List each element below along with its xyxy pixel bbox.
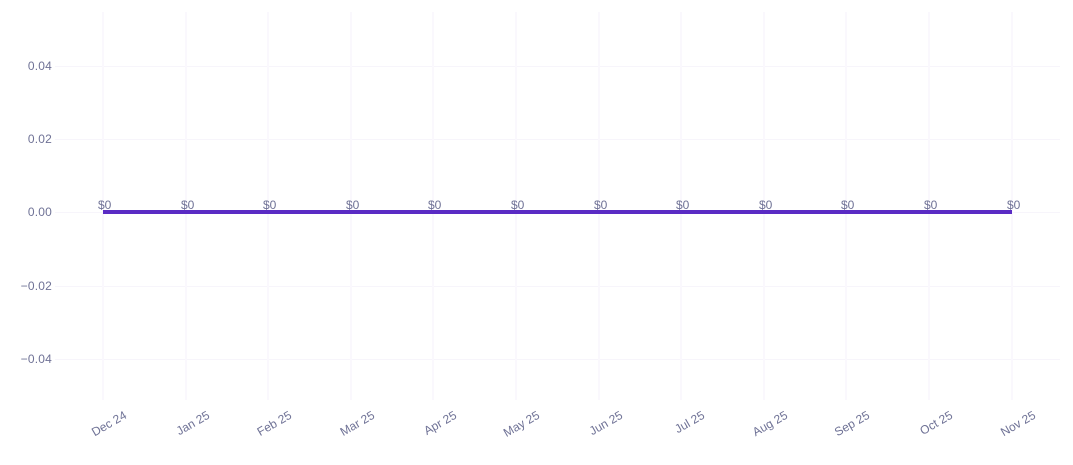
x-axis-tick-label: Oct 25 — [917, 408, 955, 438]
gridline-vertical — [845, 12, 847, 400]
data-point-label: $0 — [594, 198, 608, 212]
gridline-vertical — [598, 12, 600, 400]
x-axis-tick-label: Jan 25 — [173, 408, 212, 439]
gridline-horizontal — [55, 139, 1060, 140]
gridline-vertical — [350, 12, 352, 400]
data-point-label: $0 — [181, 198, 195, 212]
y-axis-tick-label: −0.02 — [20, 279, 52, 293]
x-axis-tick-label: Nov 25 — [998, 408, 1038, 440]
y-axis-tick-label: −0.04 — [20, 352, 52, 366]
data-point-label: $0 — [98, 198, 112, 212]
gridline-horizontal — [55, 359, 1060, 360]
gridline-vertical — [185, 12, 187, 400]
gridline-vertical — [763, 12, 765, 400]
y-axis-tick-label: 0.00 — [27, 205, 52, 219]
x-axis-tick-label: Feb 25 — [254, 408, 294, 439]
gridline-horizontal — [55, 66, 1060, 67]
x-axis-tick-label: Dec 24 — [89, 408, 129, 440]
gridline-vertical — [267, 12, 269, 400]
data-point-label: $0 — [924, 198, 938, 212]
x-axis-tick-label: Mar 25 — [337, 408, 377, 439]
gridline-vertical — [1011, 12, 1013, 400]
gridline-horizontal — [55, 286, 1060, 287]
x-axis-tick-label: May 25 — [500, 408, 542, 440]
x-axis-tick-label: Apr 25 — [421, 408, 459, 438]
gridline-vertical — [928, 12, 930, 400]
data-point-label: $0 — [1007, 198, 1021, 212]
gridline-vertical — [432, 12, 434, 400]
gridline-vertical — [515, 12, 517, 400]
data-point-label: $0 — [511, 198, 525, 212]
x-axis-tick-label: Jul 25 — [672, 408, 707, 437]
data-point-label: $0 — [676, 198, 690, 212]
data-point-label: $0 — [263, 198, 277, 212]
y-axis-tick-label: 0.04 — [27, 59, 52, 73]
y-axis-tick-label: 0.02 — [27, 132, 52, 146]
gridline-vertical — [680, 12, 682, 400]
data-point-label: $0 — [759, 198, 773, 212]
x-axis-tick-label: Aug 25 — [750, 408, 790, 440]
gridline-vertical — [102, 12, 104, 400]
data-point-label: $0 — [428, 198, 442, 212]
data-point-label: $0 — [841, 198, 855, 212]
series-line-0 — [103, 210, 1012, 214]
x-axis-tick-label: Jun 25 — [586, 408, 625, 439]
data-point-label: $0 — [346, 198, 360, 212]
x-axis-tick-label: Sep 25 — [832, 408, 872, 440]
